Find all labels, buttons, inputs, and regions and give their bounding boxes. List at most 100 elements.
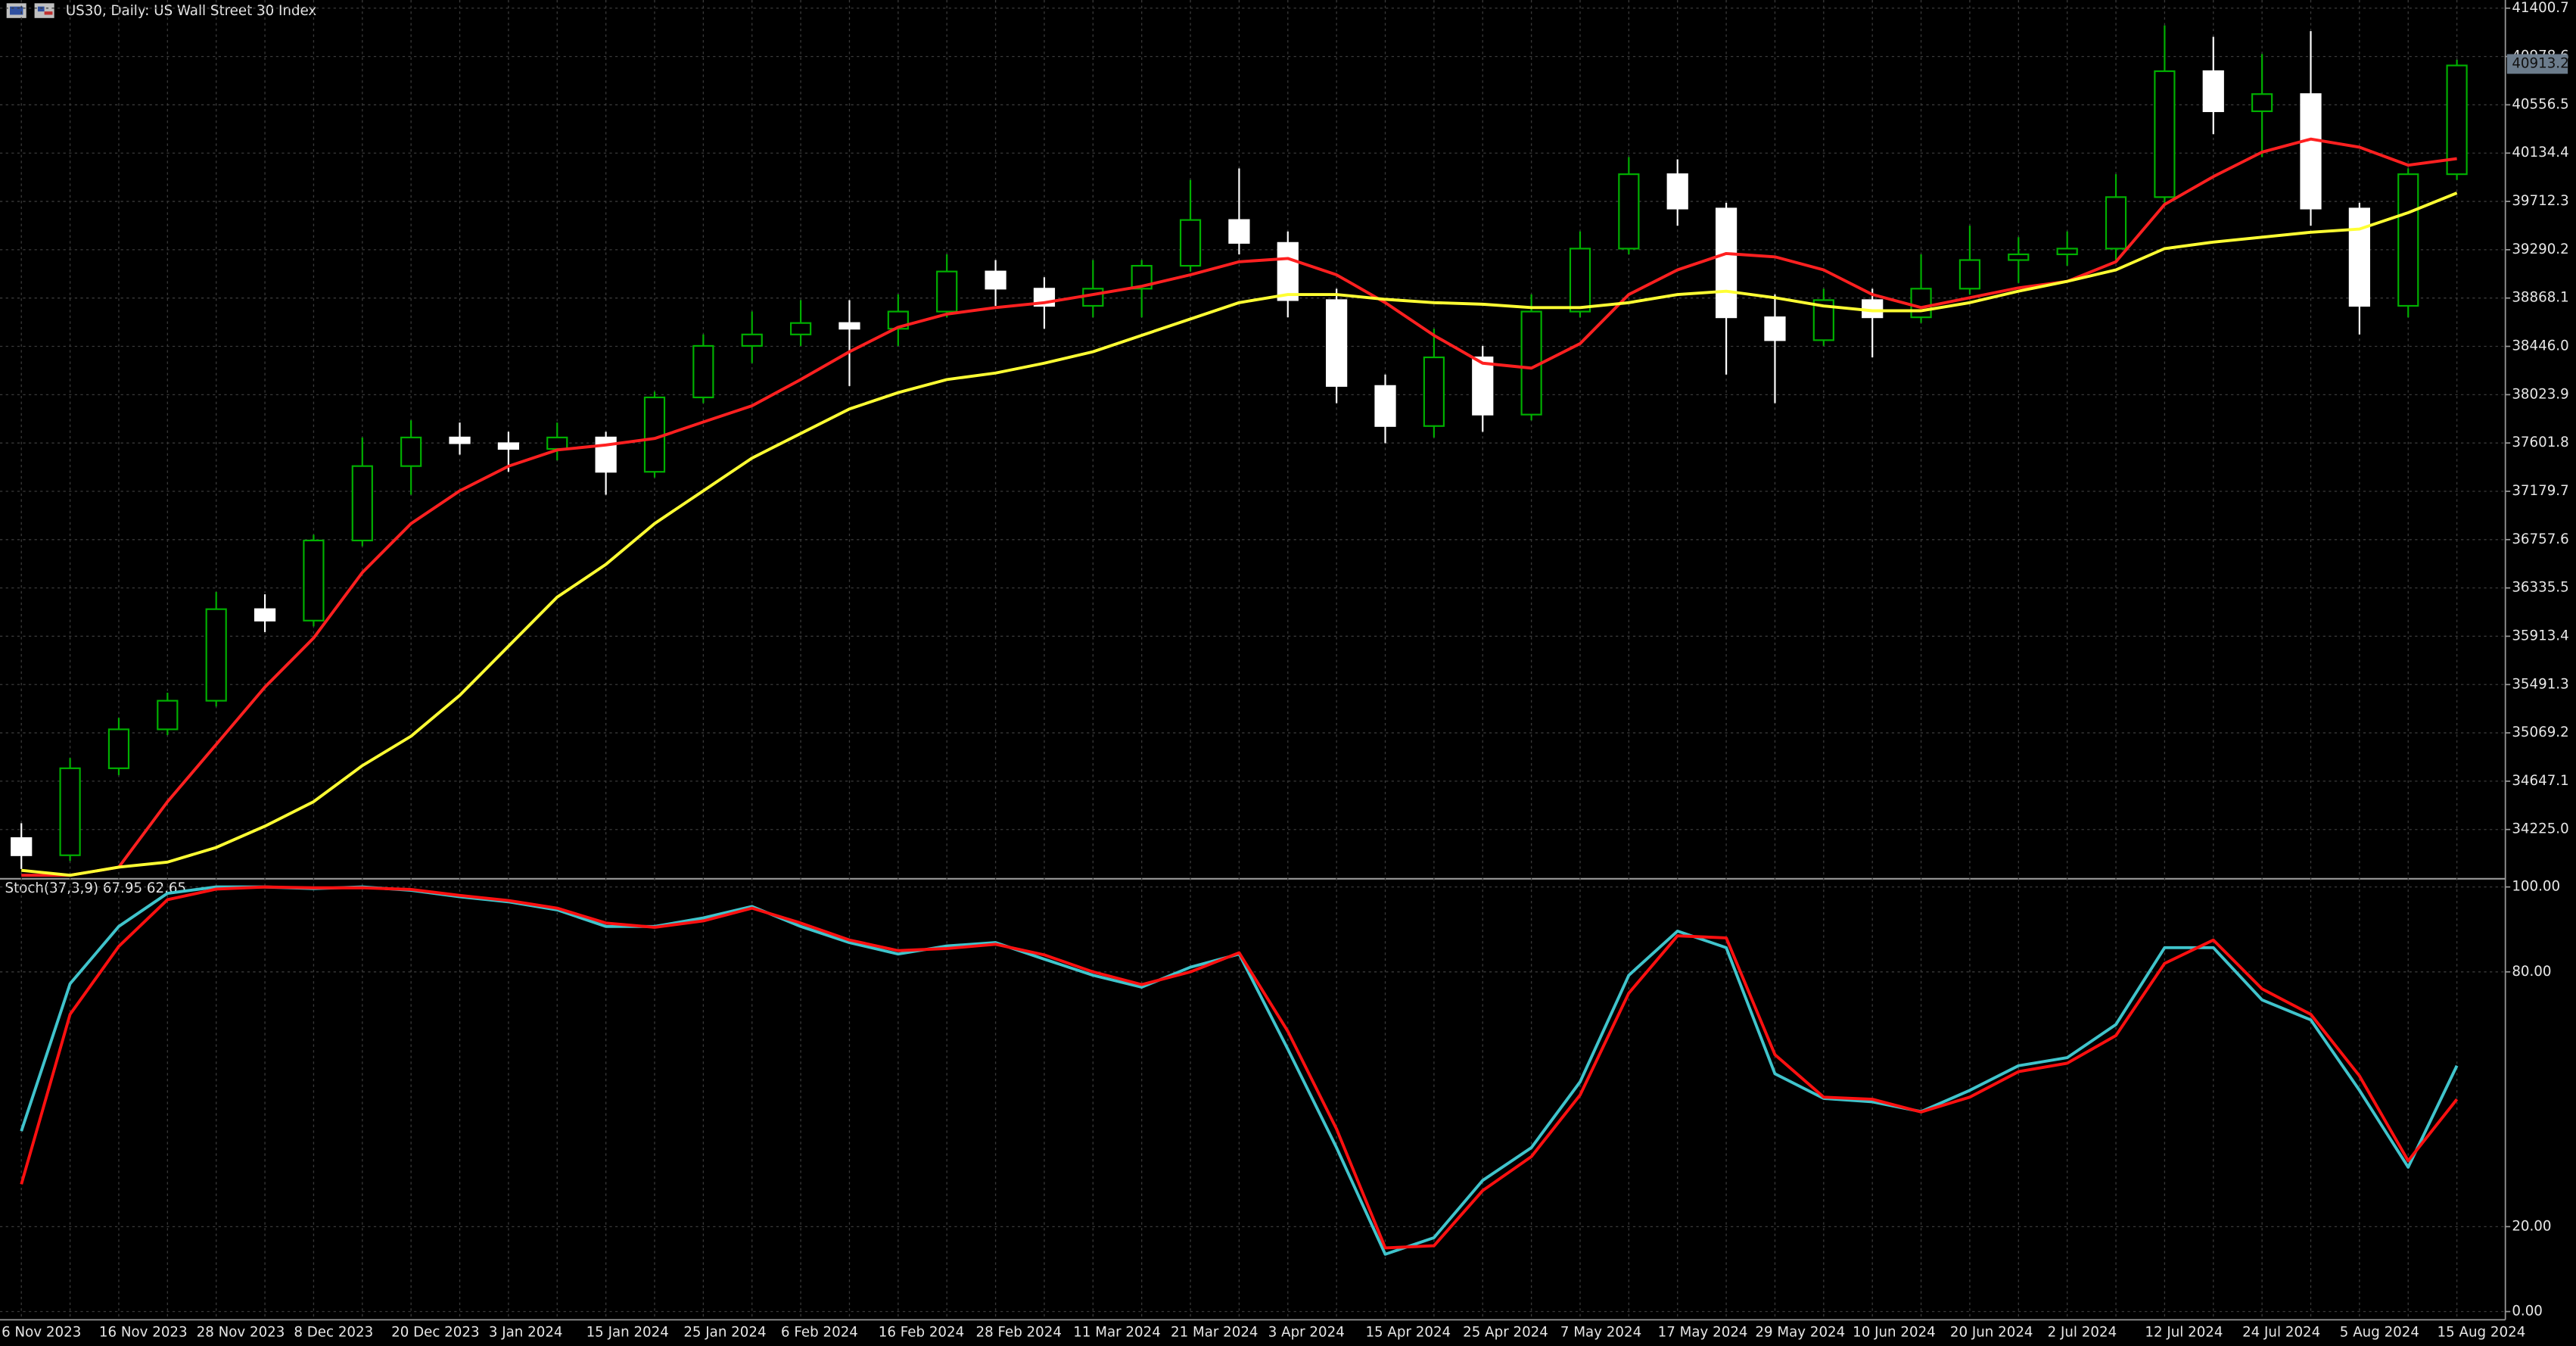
icon bbox=[37, 6, 45, 12]
x-tick-label: 24 Jul 2024 bbox=[2242, 1325, 2320, 1341]
candle-body bbox=[1666, 173, 1688, 210]
y-tick-label: 80.00 bbox=[2512, 964, 2551, 980]
candle-body bbox=[1910, 288, 1932, 319]
y-tick-label: 35491.3 bbox=[2512, 676, 2568, 692]
candle-body bbox=[1958, 259, 1981, 290]
candle-body bbox=[1520, 310, 1542, 416]
candle-body bbox=[1618, 173, 1640, 250]
candle-body bbox=[303, 539, 325, 622]
candle-body bbox=[2008, 253, 2030, 261]
candle-body bbox=[1472, 356, 1494, 416]
y-tick-label: 35913.4 bbox=[2512, 628, 2568, 643]
plot-area bbox=[20, 885, 2459, 1256]
candle-body bbox=[692, 344, 714, 399]
candle-body bbox=[205, 608, 227, 702]
x-tick-label: 16 Feb 2024 bbox=[879, 1325, 964, 1341]
x-tick-label: 5 Aug 2024 bbox=[2340, 1325, 2419, 1341]
candle-body bbox=[1374, 385, 1396, 427]
candle-body bbox=[2105, 196, 2127, 250]
y-tick-label: 37179.7 bbox=[2512, 483, 2568, 499]
x-tick-label: 15 Aug 2024 bbox=[2438, 1325, 2526, 1341]
indicator-line bbox=[21, 192, 2458, 877]
candle-body bbox=[2202, 70, 2224, 113]
last-price-label: 40913.2 bbox=[2512, 56, 2568, 72]
candle-body bbox=[936, 270, 958, 313]
x-tick-label: 20 Dec 2023 bbox=[391, 1325, 479, 1341]
x-tick-label: 12 Jul 2024 bbox=[2145, 1325, 2223, 1341]
candle-body bbox=[1715, 207, 1738, 319]
candle-body bbox=[1326, 299, 1348, 387]
y-tick-label: 40134.4 bbox=[2512, 145, 2568, 160]
y-tick-label: 39290.2 bbox=[2512, 241, 2568, 257]
candle-body bbox=[838, 322, 860, 330]
x-tick-label: 15 Jan 2024 bbox=[586, 1325, 669, 1341]
x-tick-label: 28 Feb 2024 bbox=[976, 1325, 1062, 1341]
y-tick-label: 36757.6 bbox=[2512, 531, 2568, 547]
y-tick-label: 38446.0 bbox=[2512, 338, 2568, 354]
candle-body bbox=[1179, 219, 1202, 267]
candle-body bbox=[741, 333, 763, 347]
x-tick-label: 28 Nov 2023 bbox=[197, 1325, 285, 1341]
y-tick-label: 0.00 bbox=[2512, 1304, 2543, 1320]
last-price-box bbox=[2506, 54, 2568, 74]
candle-body bbox=[254, 608, 276, 622]
icon bbox=[10, 6, 23, 15]
x-tick-label: 29 May 2024 bbox=[1755, 1325, 1845, 1341]
candle-body bbox=[2348, 207, 2370, 307]
x-tick-label: 20 Jun 2024 bbox=[1950, 1325, 2033, 1341]
candle-body bbox=[400, 436, 422, 467]
x-tick-label: 21 Mar 2024 bbox=[1171, 1325, 1258, 1341]
indicator-line bbox=[20, 885, 2459, 1250]
y-tick-label: 34647.1 bbox=[2512, 773, 2568, 789]
candle-body bbox=[985, 270, 1006, 290]
x-tick-label: 16 Nov 2023 bbox=[99, 1325, 188, 1341]
chart-title: US30, Daily: US Wall Street 30 Index bbox=[66, 3, 317, 19]
plot-area bbox=[11, 25, 2468, 877]
y-tick-label: 20.00 bbox=[2512, 1218, 2551, 1234]
icon bbox=[44, 11, 53, 15]
y-tick-label: 35069.2 bbox=[2512, 724, 2568, 740]
x-tick-label: 2 Jul 2024 bbox=[2048, 1325, 2117, 1341]
x-tick-label: 6 Nov 2023 bbox=[2, 1325, 81, 1341]
x-tick-label: 3 Jan 2024 bbox=[489, 1325, 563, 1341]
candle-body bbox=[1277, 241, 1299, 301]
y-tick-label: 34225.0 bbox=[2512, 821, 2568, 837]
x-tick-label: 15 Apr 2024 bbox=[1365, 1325, 1451, 1341]
x-tick-label: 8 Dec 2023 bbox=[294, 1325, 373, 1341]
candle-body bbox=[351, 465, 373, 542]
candle-body bbox=[2446, 64, 2468, 176]
candle-body bbox=[1423, 356, 1445, 427]
x-tick-label: 10 Jun 2024 bbox=[1853, 1325, 1936, 1341]
y-tick-label: 40556.5 bbox=[2512, 96, 2568, 112]
x-tick-label: 11 Mar 2024 bbox=[1073, 1325, 1161, 1341]
y-tick-label: 41400.7 bbox=[2512, 0, 2568, 16]
x-tick-label: 17 May 2024 bbox=[1658, 1325, 1748, 1341]
x-tick-label: 25 Apr 2024 bbox=[1463, 1325, 1548, 1341]
y-tick-label: 37601.8 bbox=[2512, 435, 2568, 450]
candle-body bbox=[2154, 70, 2176, 198]
candle-body bbox=[11, 837, 33, 856]
candle-body bbox=[497, 442, 520, 450]
y-tick-label: 38023.9 bbox=[2512, 386, 2568, 402]
candle-body bbox=[1569, 248, 1591, 313]
candle-body bbox=[1228, 219, 1250, 244]
candle-body bbox=[1082, 288, 1104, 307]
x-tick-label: 7 May 2024 bbox=[1560, 1325, 1641, 1341]
candle-body bbox=[546, 436, 568, 450]
candle-body bbox=[449, 436, 471, 444]
candle-body bbox=[2300, 93, 2322, 210]
candle-body bbox=[2056, 248, 2078, 256]
x-tick-label: 6 Feb 2024 bbox=[781, 1325, 858, 1341]
candle-body bbox=[2251, 93, 2273, 113]
y-tick-label: 100.00 bbox=[2512, 879, 2560, 895]
candle-body bbox=[1764, 316, 1786, 341]
y-tick-label: 38868.1 bbox=[2512, 290, 2568, 306]
y-tick-label: 39712.3 bbox=[2512, 193, 2568, 209]
indicator-title: Stoch(37,3,9) 67.95 62.65 bbox=[5, 880, 187, 896]
y-tick-label: 36335.5 bbox=[2512, 580, 2568, 596]
candle-body bbox=[789, 322, 812, 335]
candle-body bbox=[107, 728, 130, 769]
x-tick-label: 3 Apr 2024 bbox=[1268, 1325, 1345, 1341]
candle-body bbox=[157, 699, 179, 731]
